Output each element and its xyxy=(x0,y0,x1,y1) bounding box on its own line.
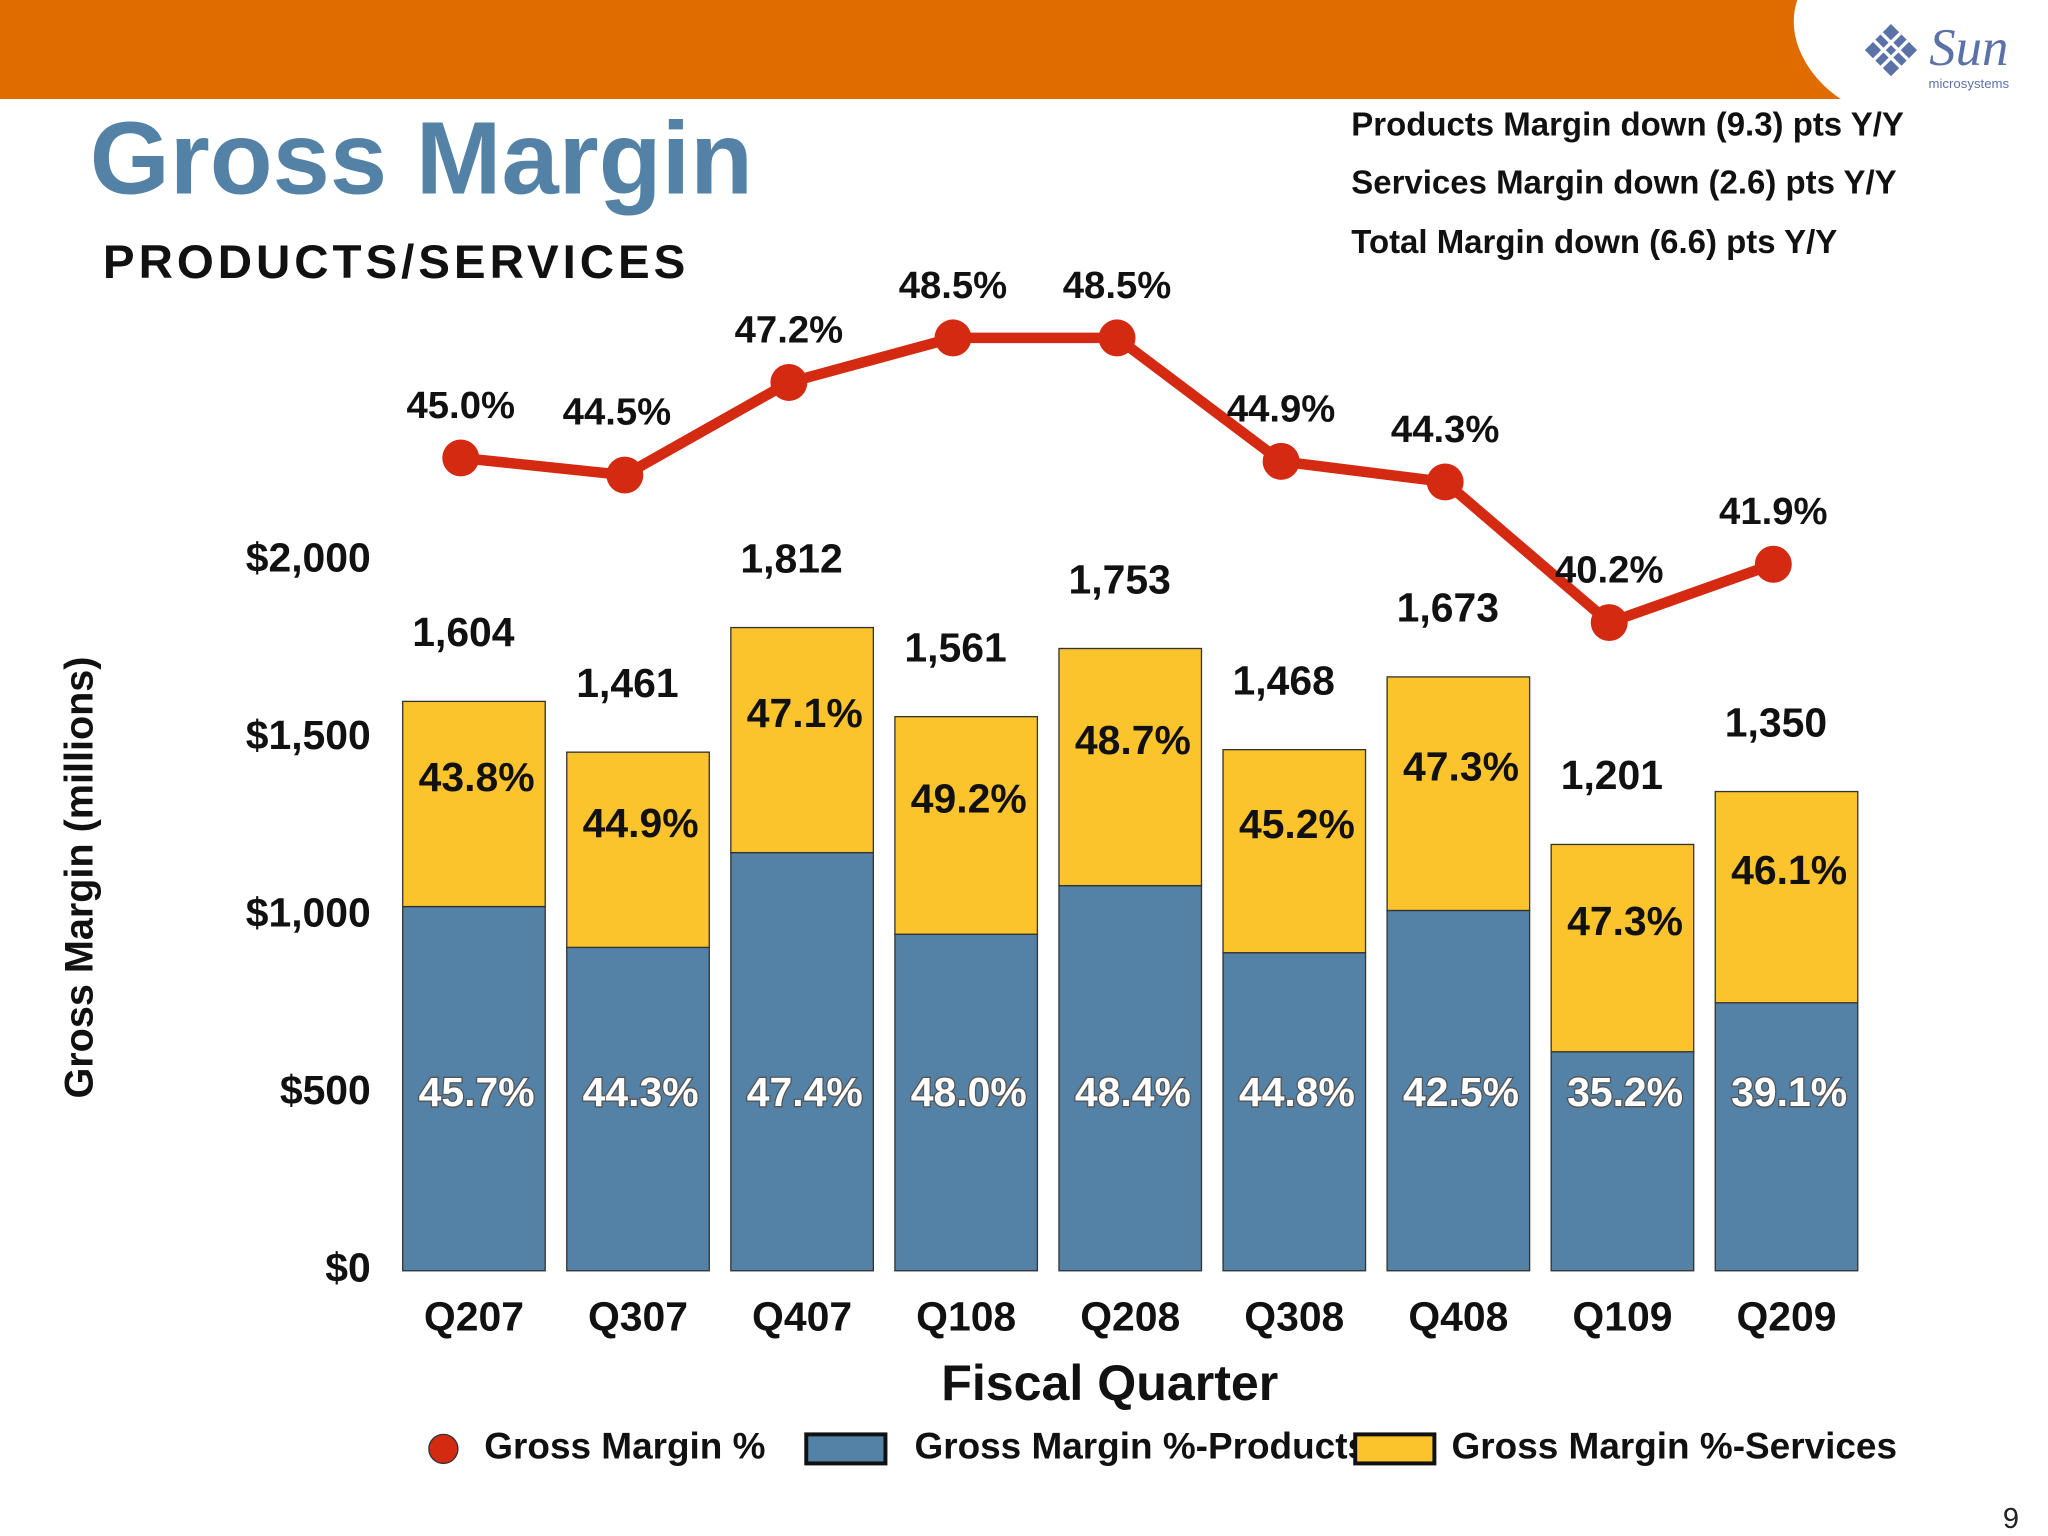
logo-sub: microsystems xyxy=(1929,76,2010,91)
segment-label: 45.2% xyxy=(1239,801,1355,847)
line-point xyxy=(606,456,644,494)
bar-segment xyxy=(894,715,1039,935)
line-label: 44.9% xyxy=(1227,387,1335,430)
total-label: 1,468 xyxy=(1233,657,1335,703)
bar-segment xyxy=(1386,676,1531,912)
bar-segment xyxy=(730,626,875,854)
legend-label: Gross Margin %-Products xyxy=(914,1426,1368,1467)
segment-label: 48.0% xyxy=(911,1069,1027,1115)
x-tick-label: Q208 xyxy=(1080,1293,1180,1339)
bar-segment xyxy=(1714,790,1859,1004)
segment-label: 47.1% xyxy=(747,690,863,736)
total-label: 1,753 xyxy=(1069,556,1171,602)
line-point xyxy=(1098,319,1136,357)
note: Total Margin down (6.6) pts Y/Y xyxy=(1351,223,1837,260)
header-band xyxy=(0,0,1841,99)
bar-segment xyxy=(1714,1002,1859,1272)
total-label: 1,461 xyxy=(576,660,678,706)
segment-label: 48.7% xyxy=(1075,717,1191,763)
x-tick-label: Q108 xyxy=(916,1293,1016,1339)
line-point xyxy=(1262,442,1300,480)
page-number: 9 xyxy=(2003,1503,2019,1535)
bar-segment xyxy=(1386,909,1531,1272)
line-label: 44.5% xyxy=(563,390,671,433)
line-point xyxy=(1426,463,1464,501)
x-tick-label: Q408 xyxy=(1408,1293,1508,1339)
legend-marker xyxy=(428,1433,459,1465)
bar-segment xyxy=(402,905,546,1272)
segment-label: 45.7% xyxy=(419,1069,535,1115)
legend-label: Gross Margin % xyxy=(484,1426,765,1467)
bar-segment xyxy=(402,700,546,908)
total-label: 1,201 xyxy=(1561,752,1663,798)
segment-label: 47.4% xyxy=(747,1069,863,1115)
line-label: 47.2% xyxy=(735,308,843,351)
total-label: 1,812 xyxy=(740,535,842,581)
y-axis-title: Gross Margin (millions) xyxy=(57,657,101,1099)
logo-mark xyxy=(1864,24,1918,77)
bar-segment xyxy=(1058,884,1203,1272)
total-label: 1,673 xyxy=(1397,585,1499,631)
legend-marker xyxy=(804,1432,888,1466)
legend-marker xyxy=(1353,1432,1437,1466)
bar-segment xyxy=(566,751,710,949)
bar-segment xyxy=(1222,952,1367,1272)
line-label: 41.9% xyxy=(1719,490,1827,533)
line-label: 48.5% xyxy=(899,264,1007,307)
bar-segment xyxy=(730,851,875,1272)
note: Services Margin down (2.6) pts Y/Y xyxy=(1351,163,1896,200)
segment-label: 39.1% xyxy=(1731,1069,1847,1115)
line-point xyxy=(1754,545,1792,583)
segment-label: 47.3% xyxy=(1567,898,1683,944)
y-tick-label: $1,500 xyxy=(246,712,371,758)
segment-label: 43.8% xyxy=(419,754,535,800)
bar-segment xyxy=(1058,647,1203,887)
line-point xyxy=(770,364,808,401)
x-tick-label: Q207 xyxy=(424,1293,524,1339)
y-tick-label: $1,000 xyxy=(246,890,371,936)
segment-label: 44.3% xyxy=(583,1069,699,1115)
y-tick-label: $2,000 xyxy=(246,535,371,581)
x-tick-label: Q109 xyxy=(1572,1293,1672,1339)
line-label: 48.5% xyxy=(1063,264,1171,307)
x-axis-title: Fiscal Quarter xyxy=(941,1355,1278,1411)
total-label: 1,561 xyxy=(904,624,1006,670)
bar-segment xyxy=(566,946,710,1272)
y-tick-label: $500 xyxy=(280,1067,371,1113)
line-point xyxy=(934,319,972,357)
title: Gross Margin xyxy=(90,100,753,215)
logo-text: Sun xyxy=(1929,19,2008,77)
segment-label: 44.9% xyxy=(583,800,699,846)
segment-label: 47.3% xyxy=(1403,744,1519,790)
segment-label: 49.2% xyxy=(911,775,1027,821)
line-label: 45.0% xyxy=(407,384,515,427)
x-tick-label: Q209 xyxy=(1736,1293,1836,1339)
x-tick-label: Q307 xyxy=(588,1293,688,1339)
line-label: 40.2% xyxy=(1555,549,1663,592)
total-label: 1,604 xyxy=(412,609,515,655)
segment-label: 48.4% xyxy=(1075,1069,1191,1115)
x-tick-label: Q308 xyxy=(1244,1293,1344,1339)
bar-segment xyxy=(1222,749,1367,954)
segment-label: 46.1% xyxy=(1731,847,1847,893)
segment-label: 35.2% xyxy=(1567,1069,1683,1115)
total-label: 1,350 xyxy=(1725,699,1827,745)
bar-segment xyxy=(1550,1051,1695,1272)
subtitle: PRODUCTS/SERVICES xyxy=(103,236,689,289)
segment-label: 42.5% xyxy=(1403,1069,1519,1115)
line-point xyxy=(1590,604,1628,642)
note: Products Margin down (9.3) pts Y/Y xyxy=(1351,105,1904,142)
line-label: 44.3% xyxy=(1391,408,1499,451)
line-point xyxy=(442,439,480,477)
segment-label: 44.8% xyxy=(1239,1069,1355,1115)
legend-label: Gross Margin %-Services xyxy=(1452,1426,1898,1467)
x-tick-label: Q407 xyxy=(752,1293,852,1339)
y-tick-label: $0 xyxy=(325,1245,370,1291)
bar-segment xyxy=(1550,843,1695,1053)
